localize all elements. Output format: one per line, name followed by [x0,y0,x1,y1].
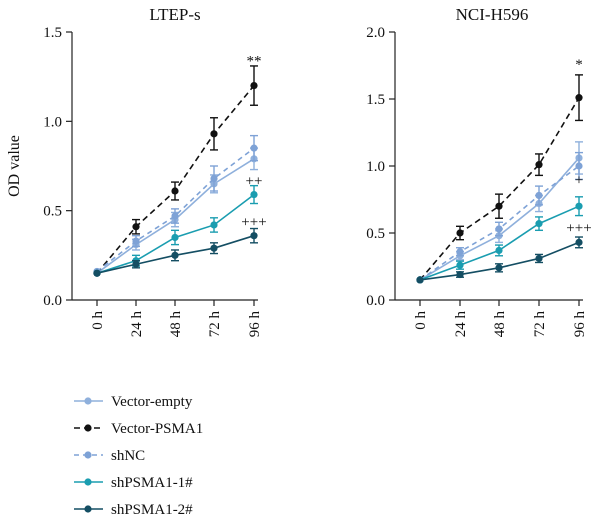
legend-swatch-marker [84,451,92,459]
series-shnc [416,151,583,284]
data-point [171,251,179,259]
y-tick-label: 0.5 [43,204,62,220]
data-point [93,269,101,277]
data-point [132,237,140,245]
legend-item: Vector-empty [74,394,193,410]
significance-annotation: * [575,57,583,73]
data-point [495,202,503,210]
data-point [456,248,464,256]
legend-label: shNC [111,448,145,464]
x-tick-label: 24 h [129,311,145,338]
data-point [171,187,179,195]
significance-annotation: +++ [566,221,591,237]
chart-panel-1: LTEP-s 0.0 0.5 1.0 1.5 OD value 0 h 24 h 48 h 72 … [6,5,267,337]
data-point [250,82,258,90]
x-tick-label: 0 h [413,311,429,330]
y-tick-label: 1.0 [43,114,62,130]
series-shpsma1-2- [416,236,583,284]
y-tick-label: 1.5 [43,25,62,41]
legend-swatch-marker [84,505,92,513]
series-shpsma1-2- [93,227,258,277]
data-point [495,246,503,255]
significance-annotation: +++ [241,214,266,230]
legend-item: shNC [74,448,145,464]
data-point [210,244,218,252]
data-point [210,174,218,183]
legend-swatch-marker [84,397,92,405]
y-tick-label: 0.0 [43,293,62,309]
data-point [575,238,583,246]
data-point [495,225,503,233]
y-tick-label: 0.5 [366,226,385,242]
chart-title: LTEP-s [149,5,200,24]
x-tick-label: 72 h [207,311,223,338]
data-point [416,276,424,284]
data-point [456,229,464,237]
series-shnc [93,134,258,276]
series-line [96,147,255,273]
data-point [535,191,543,200]
legend-label: Vector-empty [111,394,193,410]
data-point [250,144,258,152]
data-point [535,220,543,228]
x-tick-label: 72 h [532,311,548,338]
series-vector-psma1 [93,65,258,277]
y-tick-label: 1.0 [366,159,385,175]
data-point [210,130,218,138]
series-line [419,97,580,281]
x-tick-label: 24 h [453,311,469,338]
chart-panel-2: NCI-H596 0.0 0.5 1.0 1.5 2.0 0 h 24 h 48 h 72 h 96… [366,5,591,337]
legend: Vector-empty Vector-PSMA1 shNC shPSMA1-1# sh… [74,394,203,518]
legend-item: shPSMA1-1# [74,475,193,491]
data-point [456,261,464,269]
y-axis-label: OD value [6,135,23,197]
data-point [250,232,258,240]
legend-item: Vector-PSMA1 [74,421,203,437]
series-vector-empty [416,141,583,284]
significance-annotation: ** [247,54,262,70]
data-point [456,270,464,279]
data-point [575,162,583,170]
legend-label: shPSMA1-1# [111,475,193,491]
y-tick-label: 1.5 [366,92,385,108]
series-shpsma1-1- [416,196,583,284]
y-tick-label: 2.0 [366,25,385,41]
legend-swatch-marker [84,478,92,486]
x-tick-label: 96 h [572,311,588,338]
significance-annotation: + [575,172,583,188]
x-tick-label: 48 h [492,311,508,338]
data-point [535,161,543,169]
data-point [250,190,258,199]
data-point [535,254,543,263]
data-point [132,260,140,268]
data-point [171,233,179,242]
data-point [575,94,583,102]
chart-title: NCI-H596 [456,5,529,24]
legend-label: shPSMA1-2# [111,502,193,518]
data-point [132,223,140,231]
x-tick-label: 96 h [247,311,263,338]
x-tick-label: 0 h [90,311,106,330]
data-point [495,264,503,272]
data-point [171,212,179,220]
legend-swatch-marker [84,424,92,432]
legend-label: Vector-PSMA1 [111,421,203,437]
x-tick-label: 48 h [168,311,184,338]
significance-annotation: ++ [246,173,263,189]
data-point [210,221,218,229]
legend-item: shPSMA1-2# [74,502,193,518]
y-tick-label: 0.0 [366,293,385,309]
data-point [575,202,583,210]
